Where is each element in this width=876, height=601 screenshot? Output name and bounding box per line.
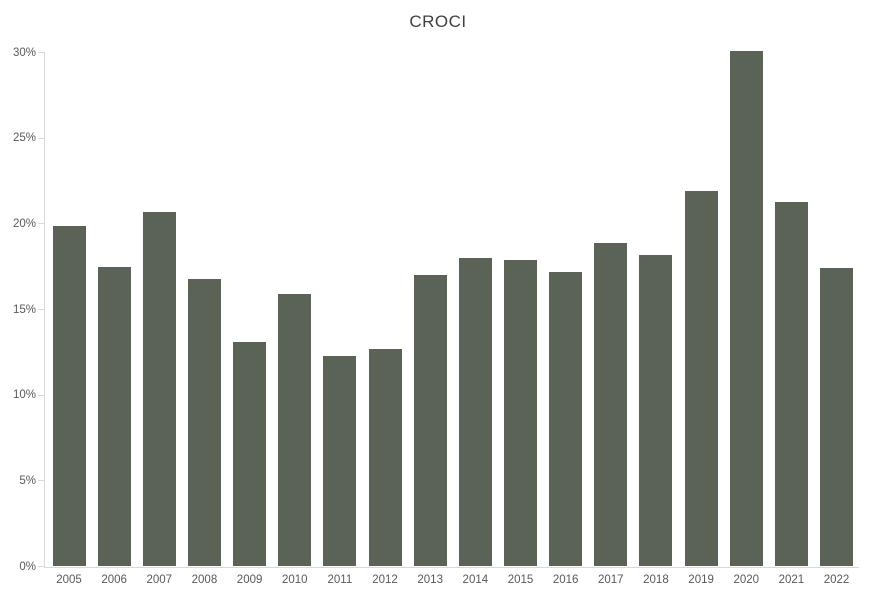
bar-2009 <box>233 342 267 567</box>
y-tick-mark <box>38 137 45 139</box>
bar-2013 <box>413 275 447 567</box>
bar-2008 <box>187 278 221 567</box>
x-label-2015: 2015 <box>507 574 534 586</box>
x-label-2017: 2017 <box>598 574 624 586</box>
bar-2006 <box>97 266 131 567</box>
y-tick-label-15: 15% <box>12 303 36 316</box>
bar-2007 <box>142 211 176 567</box>
bar-2014 <box>458 258 492 567</box>
y-tick-mark <box>38 223 45 225</box>
y-tick-label-30: 30% <box>12 46 36 59</box>
x-label-2018: 2018 <box>643 574 669 586</box>
y-tick-mark <box>38 566 45 567</box>
x-label-2021: 2021 <box>778 574 805 586</box>
x-label-2019: 2019 <box>688 574 714 586</box>
bar-2019 <box>684 191 718 567</box>
bar-2017 <box>594 242 628 567</box>
bar-2011 <box>323 355 357 567</box>
y-tick-mark <box>38 309 45 311</box>
x-label-2011: 2011 <box>327 574 353 586</box>
y-tick-label-10: 10% <box>12 389 36 402</box>
y-tick-mark <box>38 394 45 396</box>
y-tick-label-5: 5% <box>19 474 36 487</box>
chart-title: CROCI <box>409 12 467 31</box>
bar-2005 <box>52 225 86 567</box>
bar-2016 <box>549 271 583 567</box>
bar-2012 <box>368 348 402 567</box>
x-label-2006: 2006 <box>101 574 127 586</box>
x-axis-line <box>44 567 859 568</box>
bar-2022 <box>820 268 854 567</box>
y-tick-label-20: 20% <box>12 217 36 230</box>
y-tick-mark <box>38 480 45 482</box>
x-label-2008: 2008 <box>191 574 218 586</box>
x-label-2016: 2016 <box>552 574 579 586</box>
x-label-2020: 2020 <box>733 574 760 586</box>
x-label-2007: 2007 <box>146 574 173 586</box>
x-label-2009: 2009 <box>236 574 263 586</box>
bar-2015 <box>504 259 537 567</box>
x-label-2012: 2012 <box>372 574 398 586</box>
bar-2010 <box>278 294 312 567</box>
x-label-2022: 2022 <box>823 574 850 586</box>
x-label-2005: 2005 <box>56 574 82 586</box>
bar-2018 <box>639 254 673 567</box>
x-label-2013: 2013 <box>417 574 443 586</box>
y-tick-mark <box>38 52 45 54</box>
bar-2021 <box>774 201 808 567</box>
y-tick-label-25: 25% <box>12 132 36 145</box>
y-tick-label-0: 0% <box>19 560 36 573</box>
x-label-2010: 2010 <box>281 574 308 586</box>
x-label-2014: 2014 <box>462 574 489 586</box>
bar-2020 <box>729 50 763 567</box>
